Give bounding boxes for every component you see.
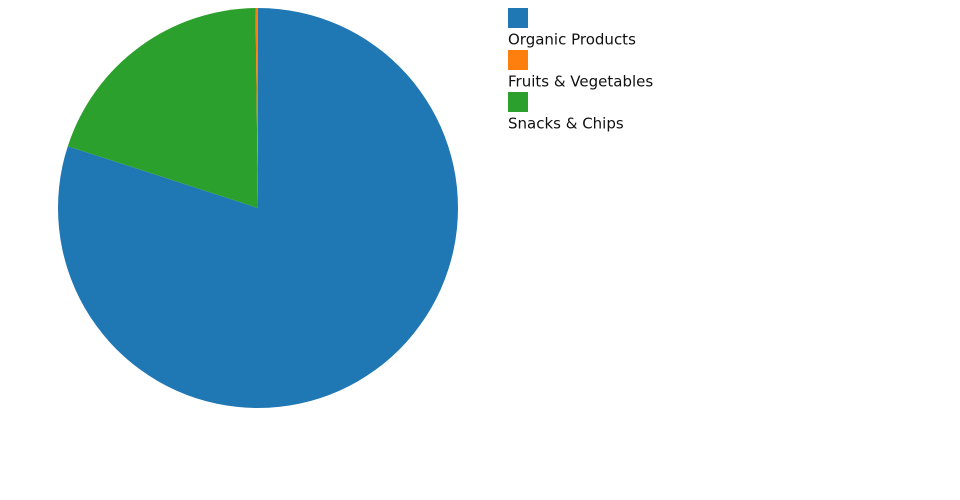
- pie-slice: [255, 8, 258, 208]
- legend-swatch: [508, 92, 528, 112]
- legend-swatch: [508, 8, 528, 28]
- legend-swatch: [508, 50, 528, 70]
- pie-slice: [67, 8, 258, 208]
- legend-label: Fruits & Vegetables: [508, 73, 653, 91]
- legend-label: Organic Products: [508, 31, 636, 49]
- legend-label: Snacks & Chips: [508, 115, 624, 133]
